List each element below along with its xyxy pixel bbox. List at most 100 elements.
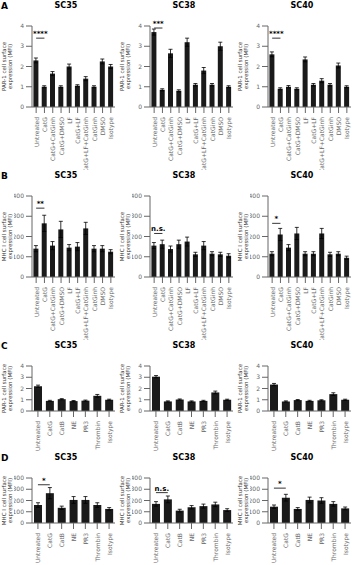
- svg-text:Isotype: Isotype: [106, 533, 114, 555]
- svg-text:0: 0: [20, 273, 24, 280]
- svg-text:Untreated: Untreated: [151, 287, 158, 317]
- svg-text:CatG+LF: CatG+LF: [192, 286, 199, 313]
- svg-text:CatB: CatB: [176, 533, 183, 547]
- svg-text:***: ***: [153, 20, 164, 28]
- svg-text:Isotype: Isotype: [106, 421, 114, 443]
- svg-text:400: 400: [250, 474, 260, 481]
- svg-text:expression (MFI): expression (MFI): [243, 478, 250, 523]
- svg-text:CatGinh: CatGinh: [91, 287, 98, 311]
- svg-text:CatB: CatB: [58, 421, 65, 435]
- svg-text:expression (MFI): expression (MFI): [243, 366, 250, 411]
- svg-text:LF: LF: [302, 286, 309, 293]
- svg-text:Isotype: Isotype: [107, 117, 115, 139]
- svg-text:n.s.: n.s.: [155, 485, 169, 493]
- svg-text:CatG+LF+CatGinh: CatG+LF+CatGinh: [200, 117, 207, 170]
- svg-text:Isotype: Isotype: [342, 421, 348, 443]
- svg-text:expression (MFI): expression (MFI): [125, 214, 132, 259]
- svg-text:*: *: [278, 480, 282, 488]
- svg-text:Thrombin: Thrombin: [330, 421, 337, 451]
- svg-text:expression (MFI): expression (MFI): [125, 478, 132, 523]
- svg-text:1: 1: [256, 83, 260, 90]
- svg-text:****: ****: [269, 30, 284, 38]
- svg-text:CatG: CatG: [277, 117, 284, 132]
- svg-text:3: 3: [20, 42, 24, 49]
- svg-text:400: 400: [132, 192, 142, 199]
- svg-text:Isotype: Isotype: [343, 287, 348, 309]
- svg-text:CatGinh: CatGinh: [327, 287, 334, 311]
- svg-text:0: 0: [20, 407, 24, 414]
- svg-text:Untreated: Untreated: [151, 117, 158, 147]
- svg-text:CatG: CatG: [164, 533, 171, 548]
- svg-text:CatG+DMSO: CatG+DMSO: [176, 287, 183, 326]
- svg-text:Thrombin: Thrombin: [94, 421, 101, 451]
- svg-text:PR3: PR3: [200, 533, 207, 545]
- svg-text:CatB: CatB: [58, 533, 65, 547]
- svg-text:CatG+CatGinh: CatG+CatGinh: [49, 287, 56, 331]
- svg-text:CatG: CatG: [159, 117, 166, 132]
- svg-text:CatG: CatG: [164, 421, 171, 436]
- svg-text:300: 300: [14, 212, 24, 219]
- svg-text:LF: LF: [66, 116, 73, 123]
- svg-text:2: 2: [256, 385, 260, 392]
- svg-text:DMSO: DMSO: [99, 287, 106, 306]
- svg-text:LF: LF: [184, 116, 191, 123]
- svg-text:4: 4: [138, 362, 142, 369]
- svg-text:CatG+LF: CatG+LF: [74, 286, 81, 313]
- svg-text:2: 2: [138, 63, 142, 70]
- svg-text:*: *: [42, 477, 46, 485]
- svg-text:Untreated: Untreated: [34, 533, 41, 563]
- svg-text:CatG+LF+CatGinh: CatG+LF+CatGinh: [318, 117, 325, 170]
- svg-text:Thrombin: Thrombin: [330, 533, 337, 563]
- svg-text:CatG+LF+CatGinh: CatG+LF+CatGinh: [200, 287, 207, 340]
- svg-text:0: 0: [256, 407, 260, 414]
- svg-text:100: 100: [250, 508, 260, 515]
- svg-text:Isotype: Isotype: [224, 533, 232, 555]
- svg-text:CatG+CatGinh: CatG+CatGinh: [49, 117, 56, 161]
- svg-text:CatG+LF: CatG+LF: [310, 116, 317, 143]
- svg-text:PR3: PR3: [200, 421, 207, 433]
- svg-text:PR3: PR3: [318, 421, 325, 433]
- svg-text:3: 3: [138, 373, 142, 380]
- svg-text:CatG+LF+CatGinh: CatG+LF+CatGinh: [82, 287, 89, 340]
- svg-text:200: 200: [250, 497, 260, 504]
- svg-text:CatB: CatB: [294, 533, 301, 547]
- svg-text:LF: LF: [302, 116, 309, 123]
- svg-text:Thrombin: Thrombin: [94, 533, 101, 563]
- svg-text:LF: LF: [184, 286, 191, 293]
- svg-text:Isotype: Isotype: [343, 117, 348, 139]
- svg-text:Untreated: Untreated: [270, 533, 277, 563]
- svg-text:DMSO: DMSO: [217, 287, 224, 306]
- svg-text:NE: NE: [70, 533, 77, 541]
- svg-text:CatG: CatG: [277, 287, 284, 302]
- svg-text:CatG+DMSO: CatG+DMSO: [294, 117, 301, 156]
- svg-text:0: 0: [138, 407, 142, 414]
- svg-text:NE: NE: [306, 421, 313, 429]
- svg-text:CatG+CatGinh: CatG+CatGinh: [167, 117, 174, 161]
- svg-text:0: 0: [138, 519, 142, 526]
- svg-text:CatGinh: CatGinh: [209, 117, 216, 141]
- svg-text:Isotype: Isotype: [224, 421, 232, 443]
- svg-text:Thrombin: Thrombin: [212, 533, 219, 563]
- svg-text:DMSO: DMSO: [335, 287, 342, 306]
- svg-text:100: 100: [132, 253, 142, 260]
- svg-text:Untreated: Untreated: [33, 117, 40, 147]
- svg-text:3: 3: [138, 42, 142, 49]
- svg-text:3: 3: [20, 373, 24, 380]
- svg-text:CatG+LF+CatGinh: CatG+LF+CatGinh: [318, 287, 325, 340]
- svg-text:200: 200: [132, 233, 142, 240]
- svg-text:200: 200: [132, 497, 142, 504]
- svg-text:1: 1: [256, 396, 260, 403]
- svg-text:300: 300: [250, 212, 260, 219]
- svg-text:2: 2: [256, 63, 260, 70]
- svg-text:Untreated: Untreated: [34, 421, 41, 451]
- svg-text:200: 200: [14, 233, 24, 240]
- svg-text:CatG+CatGinh: CatG+CatGinh: [167, 287, 174, 331]
- svg-text:CatG: CatG: [41, 287, 48, 302]
- svg-text:100: 100: [132, 508, 142, 515]
- svg-text:NE: NE: [306, 533, 313, 541]
- svg-text:400: 400: [250, 192, 260, 199]
- svg-text:0: 0: [256, 519, 260, 526]
- svg-text:300: 300: [250, 485, 260, 492]
- svg-text:Isotype: Isotype: [225, 117, 233, 139]
- svg-text:expression (MFI): expression (MFI): [8, 366, 14, 411]
